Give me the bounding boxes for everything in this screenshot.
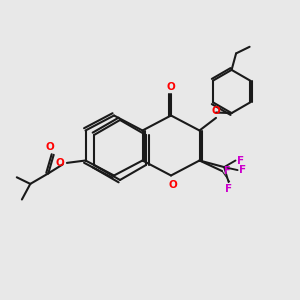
Text: O: O bbox=[56, 158, 64, 168]
Text: F: F bbox=[239, 165, 246, 175]
Text: O: O bbox=[46, 142, 55, 152]
Text: F: F bbox=[224, 166, 230, 176]
Text: F: F bbox=[237, 155, 244, 166]
Text: O: O bbox=[212, 106, 220, 116]
Text: F: F bbox=[225, 184, 232, 194]
Text: O: O bbox=[168, 180, 177, 190]
Text: O: O bbox=[167, 82, 176, 92]
